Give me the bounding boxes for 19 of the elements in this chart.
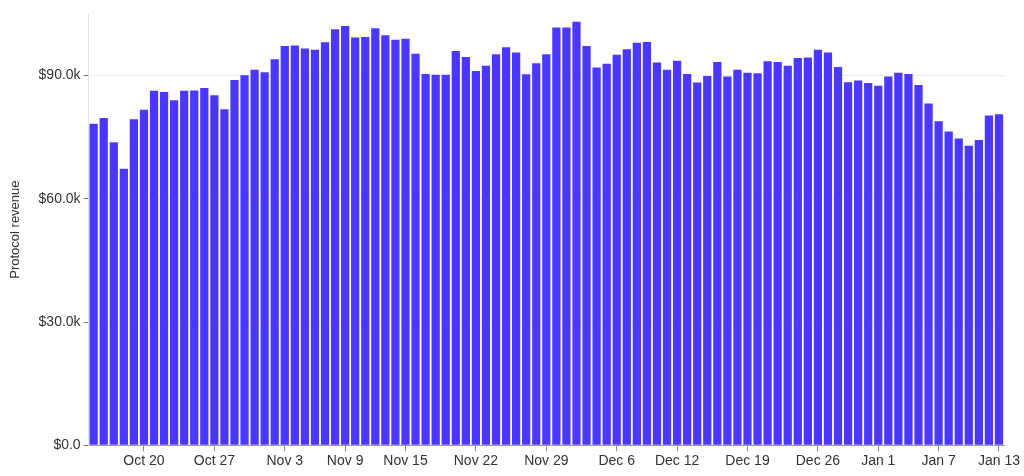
x-tick-label: Nov 29 (524, 452, 569, 469)
y-tick-label: $30.0k (38, 312, 82, 329)
x-tick-label: Nov 3 (266, 452, 304, 469)
x-tick-label: Jan 13 (977, 452, 1021, 469)
x-tick-label: Dec 12 (654, 452, 700, 469)
x-tick-label: Oct 20 (123, 452, 165, 469)
x-tick-label: Jan 1 (861, 452, 896, 469)
x-tick-label: Dec 19 (725, 452, 770, 469)
x-tick-label: Nov 15 (383, 452, 428, 469)
x-tick-label: Nov 9 (326, 452, 364, 469)
y-tick-label: $60.0k (38, 189, 82, 206)
y-axis-title: Protocol revenue (7, 180, 23, 279)
x-tick-label: Dec 26 (795, 452, 841, 469)
y-tick-label: $90.0k (38, 66, 82, 83)
y-tick-label: $0.0 (53, 436, 81, 453)
x-tick-label: Nov 22 (453, 452, 499, 469)
x-tick-label: Dec 6 (598, 452, 636, 469)
x-tick-label: Oct 27 (193, 452, 236, 469)
x-tick-label: Jan 7 (921, 452, 956, 469)
